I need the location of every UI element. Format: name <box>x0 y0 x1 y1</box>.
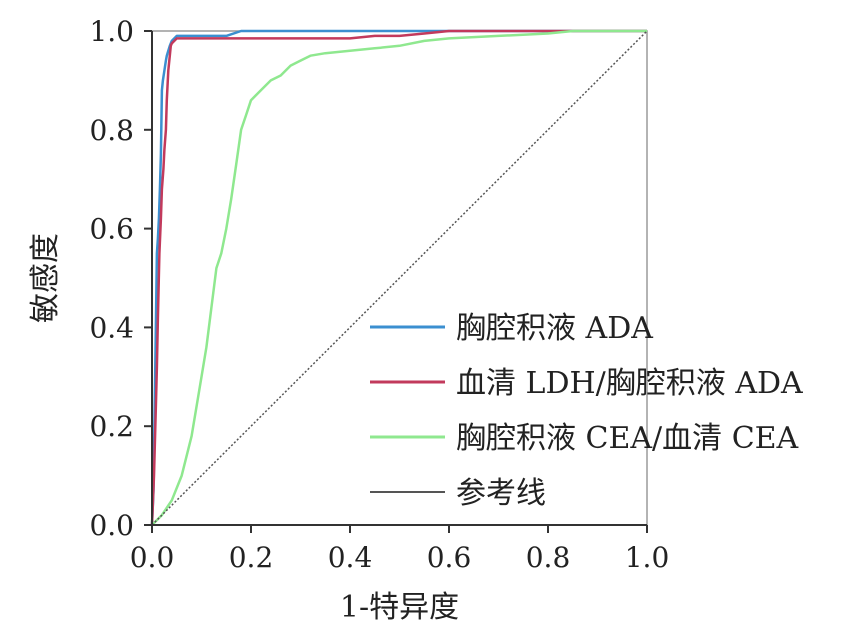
x-tick-label: 0.0 <box>130 541 175 574</box>
series-line-0 <box>150 29 647 526</box>
y-tick-label: 0.2 <box>89 410 134 443</box>
x-tick-label: 1.0 <box>625 541 670 574</box>
series-line-2 <box>151 29 647 526</box>
y-tick-label: 0.8 <box>89 114 134 147</box>
x-axis-title: 1-特异度 <box>340 590 459 625</box>
x-tick-label: 0.6 <box>427 541 472 574</box>
legend-label-3: 参考线 <box>456 476 546 511</box>
y-tick-label: 0.0 <box>89 509 134 542</box>
x-tick-label: 0.8 <box>526 541 571 574</box>
y-tick-label: 1.0 <box>89 15 134 48</box>
series-line-1 <box>150 29 647 526</box>
legend-label-0: 胸腔积液 ADA <box>456 311 653 346</box>
y-axis-title: 敏感度 <box>28 233 63 323</box>
legend-label-1: 血清 LDH/胸腔积液 ADA <box>456 366 803 401</box>
legend-label-2: 胸腔积液 CEA/血清 CEA <box>456 421 799 456</box>
x-tick-label: 0.4 <box>328 541 373 574</box>
series-layer <box>150 29 648 526</box>
y-tick-label: 0.6 <box>89 213 134 246</box>
y-ticks: 0.0 0.2 0.4 0.6 0.8 1.0 <box>89 15 152 542</box>
y-tick-label: 0.4 <box>89 311 134 344</box>
axes-layer: 0.0 0.2 0.4 0.6 0.8 1.0 0.0 0.2 0.4 0.6 0.8 1.0 <box>89 15 669 574</box>
y-axis-title-group: 敏感度 <box>28 233 63 323</box>
x-ticks: 0.0 0.2 0.4 0.6 0.8 1.0 <box>130 525 670 574</box>
series-line-3 <box>151 30 648 526</box>
legend: 胸腔积液 ADA 血清 LDH/胸腔积液 ADA 胸腔积液 CEA/血清 CEA 参考… <box>370 311 803 511</box>
x-tick-label: 0.2 <box>229 541 274 574</box>
